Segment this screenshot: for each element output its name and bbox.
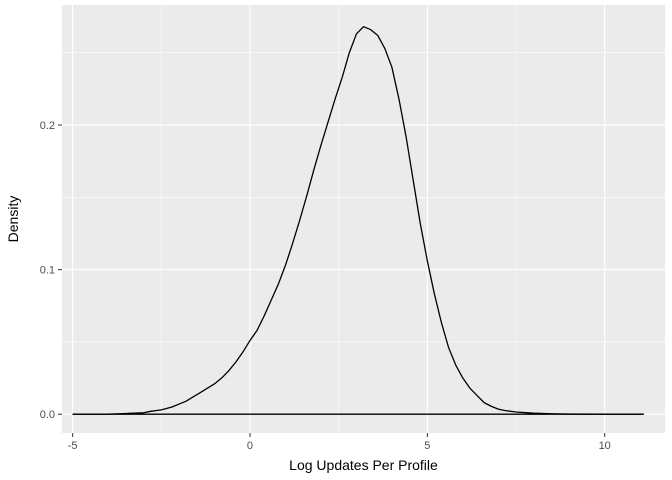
y-axis: 0.0 0.1 0.2 xyxy=(40,120,62,421)
y-tick-label: 0.1 xyxy=(40,265,55,277)
y-axis-title: Density xyxy=(5,196,21,243)
density-line xyxy=(72,26,644,415)
y-tick-label: 0.2 xyxy=(40,120,55,132)
x-axis: -5 0 5 10 xyxy=(68,433,611,452)
y-tick-label: 0.0 xyxy=(40,409,55,421)
plot-panel xyxy=(62,5,665,433)
minor-gridlines xyxy=(62,5,665,433)
density-series xyxy=(72,26,644,415)
x-tick-label: 10 xyxy=(599,440,611,452)
x-axis-title: Log Updates Per Profile xyxy=(289,457,438,473)
x-tick-label: -5 xyxy=(68,440,78,452)
x-tick-label: 5 xyxy=(424,440,430,452)
x-tick-label: 0 xyxy=(247,440,253,452)
